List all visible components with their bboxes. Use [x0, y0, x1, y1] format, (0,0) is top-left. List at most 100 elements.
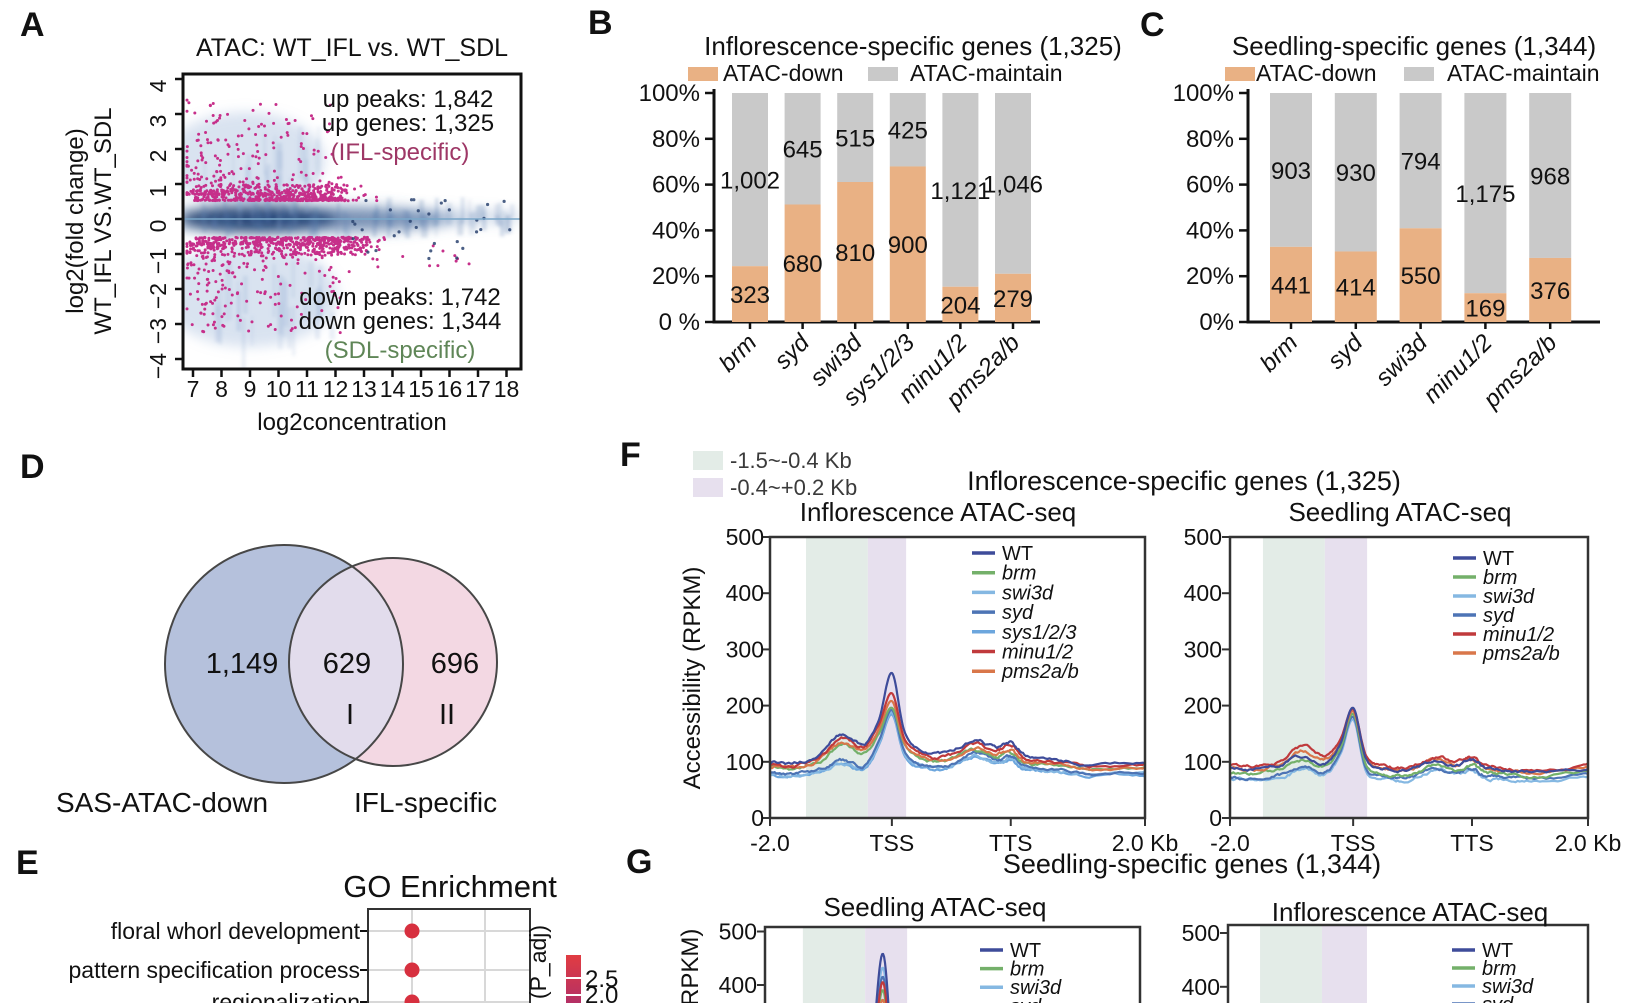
circle-shape: [185, 180, 189, 184]
circle-shape: [222, 312, 226, 316]
circle-shape: [212, 174, 216, 178]
circle-shape: [202, 268, 206, 272]
circle-shape: [297, 194, 301, 198]
circle-shape: [311, 198, 315, 202]
circle-shape: [189, 247, 193, 251]
rect-shape: [250, 315, 254, 347]
circle-shape: [303, 251, 307, 255]
circle-shape: [199, 151, 203, 155]
circle-shape: [251, 108, 255, 112]
rect-shape: [292, 305, 296, 357]
circle-shape: [194, 166, 198, 170]
circle-shape: [206, 195, 210, 199]
circle-shape: [375, 245, 379, 249]
circle-shape: [307, 195, 311, 199]
circle-shape: [322, 250, 326, 254]
circle-shape: [290, 184, 294, 188]
circle-shape: [186, 262, 190, 266]
circle-shape: [325, 244, 329, 248]
circle-shape: [332, 188, 336, 192]
circle-shape: [320, 309, 324, 313]
rect-shape: [272, 264, 277, 318]
circle-shape: [272, 193, 276, 197]
circle-shape: [277, 302, 281, 306]
circle-shape: [317, 238, 321, 242]
circle-shape: [327, 242, 331, 246]
circle-shape: [222, 246, 226, 250]
circle-shape: [229, 301, 233, 305]
panel-f-title: Inflorescence-specific genes (1,325): [967, 466, 1401, 496]
circle-shape: [216, 138, 220, 142]
x-tick-label: TTS: [1450, 830, 1493, 856]
panel-label-e: E: [16, 844, 39, 882]
circle-shape: [226, 186, 230, 190]
circle-shape: [223, 198, 227, 202]
circle-shape: [244, 246, 248, 250]
density-streak: [266, 213, 270, 236]
circle-shape: [328, 284, 332, 288]
circle-shape: [203, 248, 207, 252]
rect-shape: [275, 142, 282, 192]
x-tick-label: 11: [295, 376, 319, 402]
circle-shape: [263, 191, 267, 195]
circle-shape: [409, 198, 414, 202]
circle-shape: [226, 252, 230, 256]
circle-shape: [185, 174, 189, 178]
legend-swatch-atac-down: [1225, 67, 1255, 81]
circle-shape: [314, 195, 318, 199]
circle-shape: [428, 264, 432, 268]
circle-shape: [208, 242, 212, 246]
venn-overlap: [289, 566, 403, 759]
circle-shape: [236, 147, 240, 151]
bar-down: [1464, 293, 1507, 322]
circle-shape: [332, 243, 336, 247]
circle-shape: [324, 236, 328, 240]
circle-shape: [249, 236, 253, 240]
circle-shape: [237, 265, 241, 269]
profile-frame: [1226, 923, 1590, 1003]
circle-shape: [331, 275, 335, 279]
colorbar-tick: 2.0: [585, 982, 618, 1003]
circle-shape: [197, 184, 201, 188]
circle-shape: [258, 102, 262, 106]
circle-shape: [295, 305, 299, 309]
circle-shape: [336, 306, 340, 310]
y-tick-label: 80%: [652, 126, 700, 153]
circle-shape: [427, 256, 431, 261]
y-tick-label: 40%: [1186, 217, 1234, 244]
bar-down: [732, 266, 768, 322]
circle-shape: [282, 198, 286, 202]
circle-shape: [274, 243, 278, 247]
circle-shape: [289, 239, 293, 243]
rect-shape: [287, 307, 292, 349]
circle-shape: [251, 198, 255, 202]
circle-shape: [272, 178, 276, 182]
circle-shape: [254, 155, 258, 159]
circle-shape: [234, 188, 238, 192]
circle-shape: [239, 191, 243, 195]
y-tick-label: 200: [1184, 693, 1222, 719]
circle-shape: [191, 242, 195, 246]
circle-shape: [197, 242, 201, 246]
circle-shape: [254, 185, 258, 189]
circle-shape: [345, 191, 349, 195]
circle-shape: [266, 183, 270, 187]
scatter-points: [185, 98, 471, 335]
circle-shape: [227, 287, 231, 291]
density-streak: [252, 200, 259, 228]
circle-shape: [283, 238, 287, 242]
circle-shape: [431, 244, 435, 248]
density-streak: [509, 204, 515, 217]
circle-shape: [226, 152, 230, 156]
circle-shape: [293, 326, 297, 330]
circle-shape: [197, 282, 201, 286]
circle-shape: [196, 177, 200, 181]
circle-shape: [330, 152, 334, 156]
circle-shape: [271, 141, 275, 145]
circle-shape: [284, 236, 288, 240]
circle-shape: [303, 184, 307, 188]
circle-shape: [185, 98, 189, 102]
density-streak: [401, 209, 408, 234]
circle-shape: [231, 271, 235, 275]
circle-shape: [239, 167, 243, 171]
